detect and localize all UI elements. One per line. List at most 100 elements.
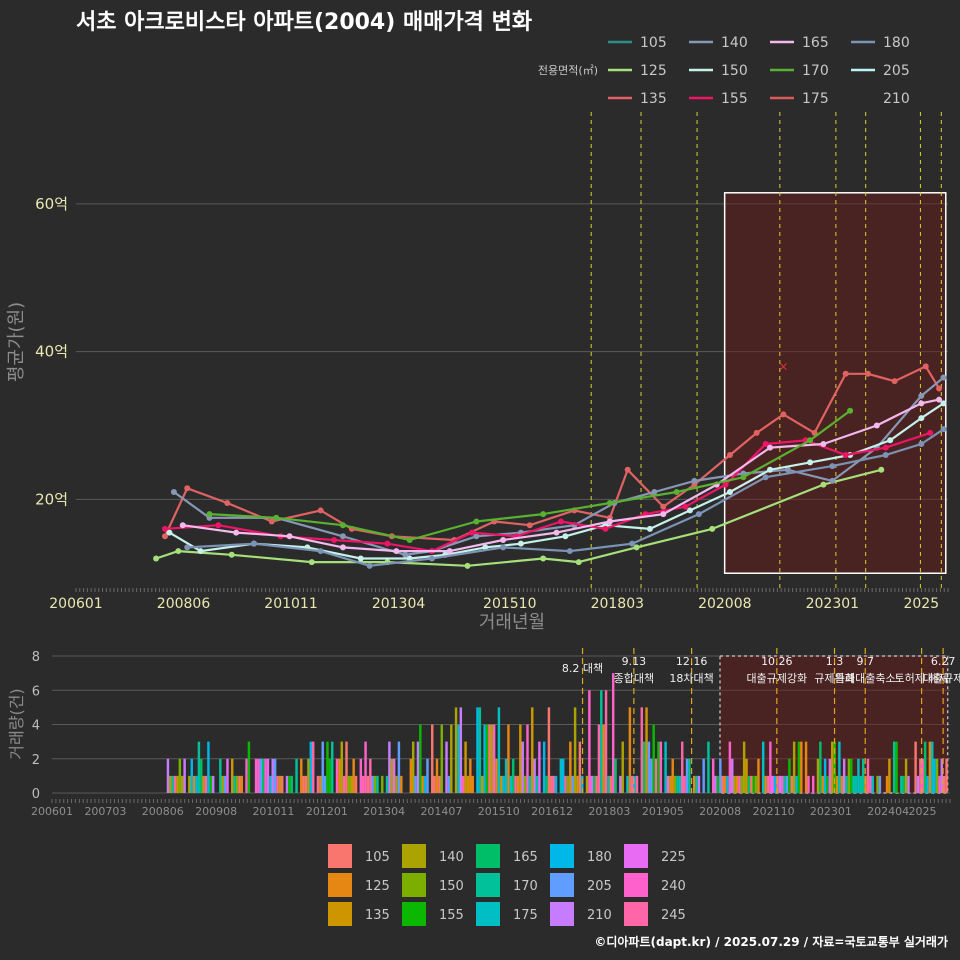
outlier-marker: ×	[778, 359, 788, 373]
volume-bar	[419, 724, 422, 793]
legend-swatch-125	[328, 873, 352, 897]
volume-bar	[792, 741, 796, 793]
volume-bar	[602, 724, 605, 793]
data-point-150	[646, 525, 653, 532]
y-tick-label: 2	[32, 753, 40, 768]
volume-bar	[723, 775, 727, 793]
volume-bar	[585, 775, 589, 793]
volume-bar	[528, 775, 532, 793]
volume-bar	[573, 707, 577, 793]
volume-bar	[771, 775, 774, 793]
policy-label: 8.2 대책	[562, 662, 603, 675]
volume-bar	[895, 741, 898, 793]
volume-bar	[807, 775, 810, 793]
volume-bar	[916, 775, 920, 793]
volume-bar	[231, 758, 234, 793]
volume-bar	[714, 775, 717, 793]
volume-bar	[640, 707, 644, 793]
volume-bar	[397, 741, 401, 793]
volume-bar	[566, 775, 570, 793]
volume-bar	[850, 758, 853, 793]
data-point-150	[197, 548, 204, 555]
volume-bar	[181, 775, 184, 793]
volume-bar	[804, 741, 808, 793]
data-point-170	[473, 518, 480, 525]
volume-bar	[819, 741, 822, 793]
legend-label-150: 150	[721, 63, 748, 79]
volume-bar	[728, 741, 732, 793]
volume-bar	[707, 741, 710, 793]
volume-bar	[745, 758, 748, 793]
volume-bar	[545, 775, 548, 793]
y-tick-label: 60억	[35, 195, 68, 213]
data-point-165	[339, 544, 346, 551]
volume-bar	[716, 775, 720, 793]
series-line-135	[164, 365, 941, 542]
series-line-180	[187, 428, 945, 567]
volume-bar	[621, 741, 624, 793]
volume-bar	[435, 758, 439, 793]
data-point-180	[500, 544, 507, 551]
volume-bar	[340, 741, 343, 793]
volume-bar	[752, 775, 755, 793]
data-point-180	[629, 540, 636, 547]
volume-bar	[300, 758, 303, 793]
volume-bar	[219, 758, 222, 793]
x-tick-label: 202404	[867, 805, 909, 818]
legend-label-205: 205	[883, 63, 910, 79]
volume-bar	[361, 775, 365, 793]
legend-label-210: 210	[883, 91, 910, 107]
volume-bar	[471, 775, 474, 793]
volume-bar	[264, 758, 267, 793]
volume-bar	[169, 775, 172, 793]
data-point-135	[268, 518, 275, 525]
volume-bar	[931, 741, 934, 793]
volume-bar	[450, 724, 453, 793]
volume-bar	[878, 775, 882, 793]
volume-bar	[359, 758, 363, 793]
volume-bar	[266, 758, 270, 793]
data-point-180	[428, 555, 435, 562]
volume-bar	[657, 741, 660, 793]
data-point-150	[767, 466, 774, 473]
volume-bar	[269, 775, 272, 793]
volume-bar	[409, 758, 413, 793]
volume-bar	[400, 775, 403, 793]
volume-bar	[673, 775, 677, 793]
volume-bar	[204, 775, 208, 793]
data-point-155	[682, 503, 689, 510]
volume-bar	[538, 741, 541, 793]
price-chart-series: ×	[153, 359, 947, 569]
legend-swatch-135	[328, 902, 352, 926]
volume-bar	[190, 758, 193, 793]
data-point-135	[753, 429, 760, 436]
data-point-150	[357, 555, 364, 562]
legend-label-155: 155	[439, 908, 464, 923]
legend-label-180: 180	[587, 850, 612, 865]
volume-bar	[852, 775, 855, 793]
data-point-135	[864, 370, 871, 377]
volume-chart-y-axis: 0 2 4 6 8	[32, 650, 40, 802]
volume-bar	[697, 775, 701, 793]
legend-label-150: 150	[439, 879, 464, 894]
volume-bar	[828, 758, 832, 793]
data-point-150	[517, 540, 524, 547]
volume-bar	[197, 741, 201, 793]
volume-bar	[526, 724, 529, 793]
data-point-180	[829, 463, 836, 470]
legend-swatch-210	[550, 902, 574, 926]
data-point-165	[179, 522, 186, 529]
volume-bar	[683, 775, 686, 793]
volume-bar	[385, 775, 389, 793]
volume-bar	[281, 775, 284, 793]
volume-bar	[342, 775, 346, 793]
x-tick-label: 201011	[252, 805, 294, 818]
volume-bar	[347, 775, 351, 793]
volume-bar	[523, 775, 527, 793]
volume-bar	[685, 758, 689, 793]
volume-bar	[373, 775, 377, 793]
data-point-135	[161, 533, 168, 540]
volume-bar	[761, 741, 765, 793]
volume-bar	[859, 775, 863, 793]
y-tick-label: 40억	[35, 343, 68, 361]
